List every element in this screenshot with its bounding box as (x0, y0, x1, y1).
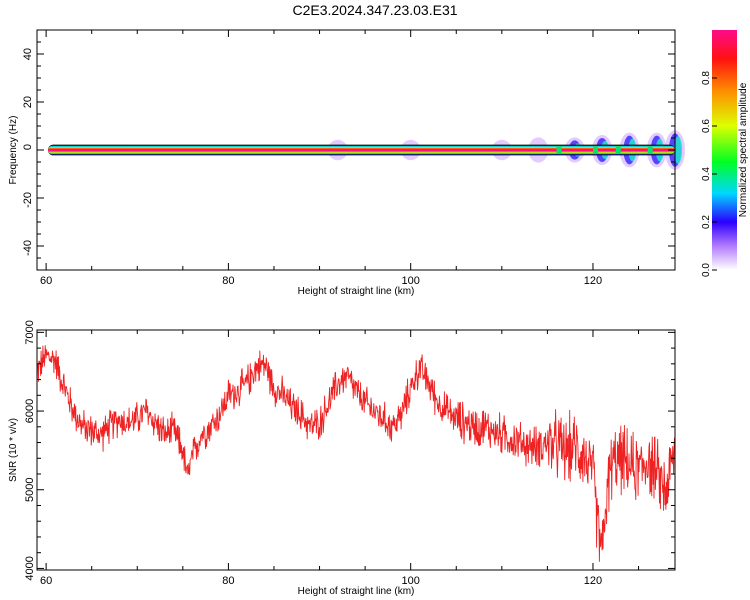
y-tick-label: 4000 (24, 556, 36, 580)
spectral-band-gap (556, 146, 562, 154)
snr-panel: 60 80 100 120 4000 5000 6000 7000 Height of stra… (8, 320, 676, 597)
spectral-patch-cyan (674, 136, 682, 164)
colorbar-tick-label: 0.6 (701, 119, 712, 133)
spectrogram-panel: 60 80 100 120 -40 -20 0 20 40 Height of straight … (8, 29, 685, 297)
colorbar-fill (712, 30, 737, 270)
spectral-band-gap (615, 146, 621, 154)
colorbar-label: Normalized spectral amplitude (738, 82, 749, 217)
spectral-band-gap (647, 146, 653, 154)
y-axis-label: Frequency (Hz) (8, 116, 19, 185)
x-tick-label: 80 (222, 275, 234, 287)
figure-title: C2E3.2024.347.23.03.E31 (292, 2, 458, 18)
snr-frame (36, 329, 676, 571)
spectral-band-gap (592, 146, 598, 154)
x-tick-label: 80 (222, 575, 234, 587)
x-tick-label: 60 (40, 275, 52, 287)
y-tick-label: 0 (22, 144, 34, 150)
y-tick-label: 20 (22, 96, 34, 108)
y-tick-label: 7000 (24, 320, 36, 344)
colorbar: 0.0 0.2 0.4 0.6 0.8 Normalized spectral ampli… (701, 30, 749, 277)
x-tick-label: 120 (584, 575, 602, 587)
snr-series-line (36, 345, 676, 562)
colorbar-tick-label: 0.2 (701, 215, 712, 229)
y-tick-label: 5000 (24, 477, 36, 501)
spectral-band (47, 149, 676, 151)
x-tick-label: 120 (584, 275, 602, 287)
x-tick-label: 100 (402, 575, 420, 587)
colorbar-tick-label: 0.4 (701, 167, 712, 181)
x-axis-label: Height of straight line (km) (298, 586, 415, 597)
y-tick-label: 40 (22, 48, 34, 60)
colorbar-tick-label: 0.8 (701, 71, 712, 85)
y-tick-label: -40 (22, 240, 34, 256)
x-axis-label: Height of straight line (km) (298, 286, 415, 297)
y-tick-label: -20 (22, 192, 34, 208)
x-tick-label: 60 (40, 575, 52, 587)
y-tick-label: 6000 (24, 399, 36, 423)
x-tick-label: 100 (402, 275, 420, 287)
colorbar-tick-label: 0.0 (701, 263, 712, 277)
y-axis-label: SNR (10 * v/v) (8, 418, 19, 482)
